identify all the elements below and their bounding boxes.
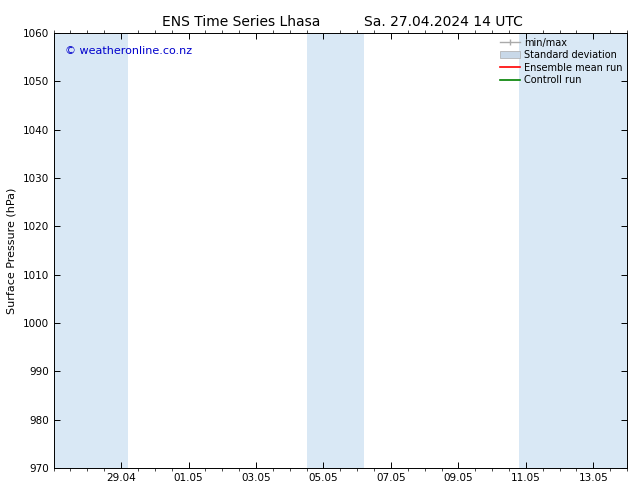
Bar bbox=[307, 33, 364, 468]
Y-axis label: Surface Pressure (hPa): Surface Pressure (hPa) bbox=[7, 187, 17, 314]
Text: ENS Time Series Lhasa: ENS Time Series Lhasa bbox=[162, 15, 320, 29]
Bar bbox=[519, 33, 627, 468]
Bar bbox=[54, 33, 128, 468]
Legend: min/max, Standard deviation, Ensemble mean run, Controll run: min/max, Standard deviation, Ensemble me… bbox=[498, 36, 624, 87]
Text: © weatheronline.co.nz: © weatheronline.co.nz bbox=[65, 46, 192, 56]
Text: Sa. 27.04.2024 14 UTC: Sa. 27.04.2024 14 UTC bbox=[365, 15, 523, 29]
